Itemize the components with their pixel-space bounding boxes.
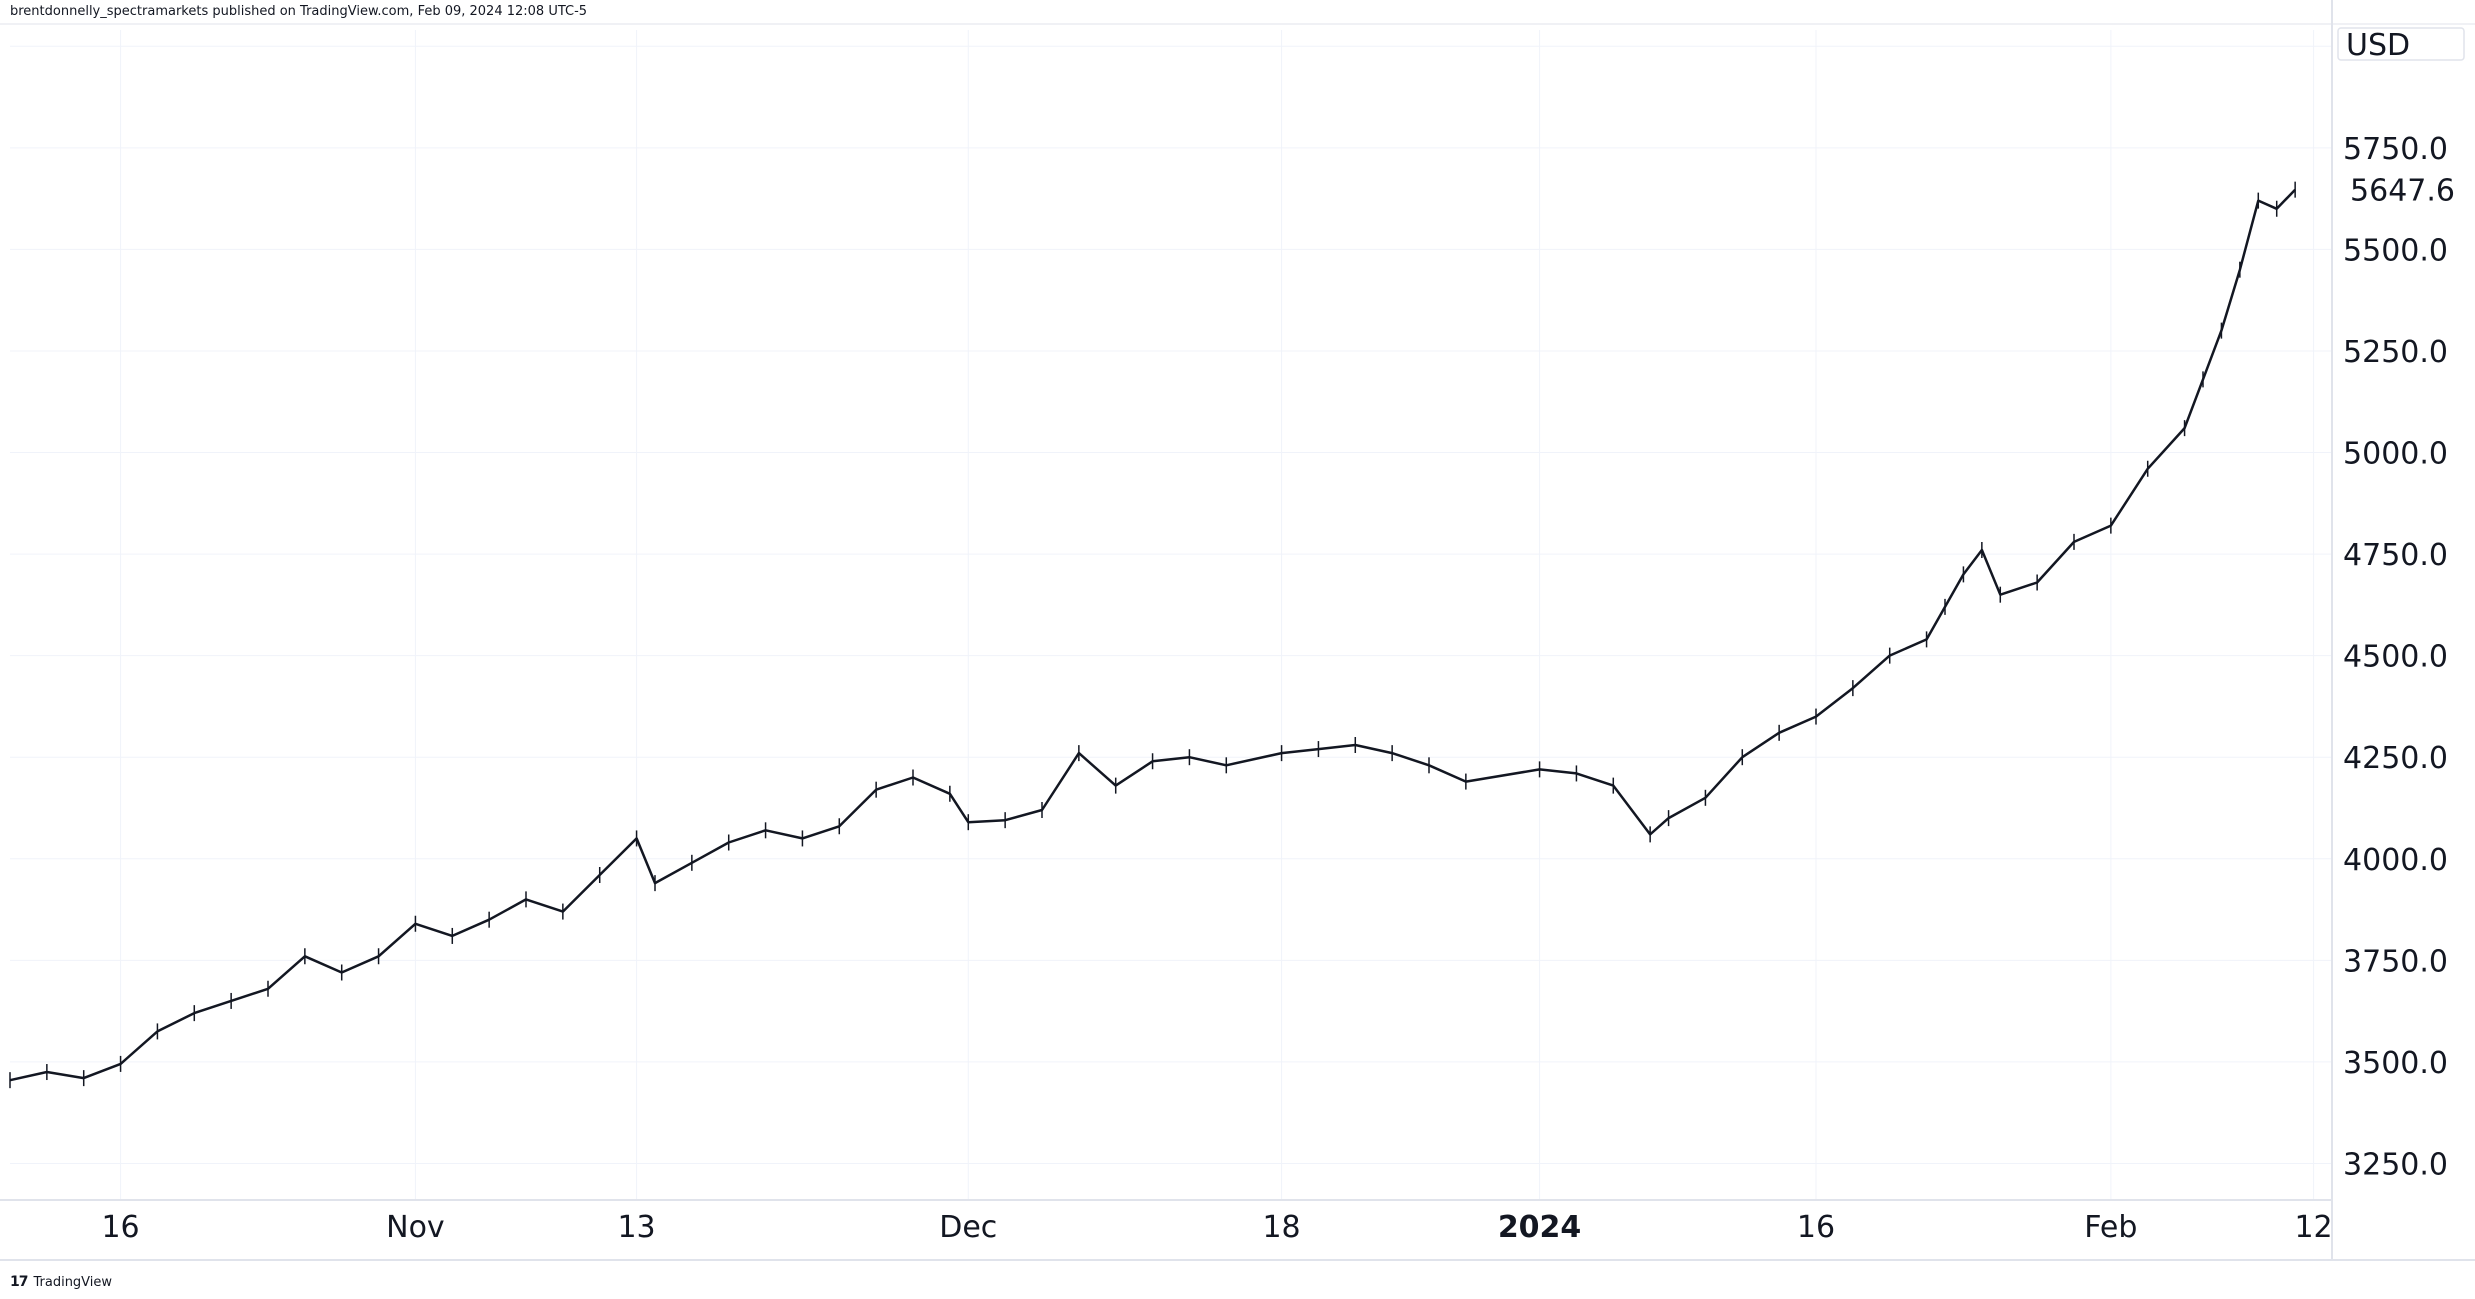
y-tick-label: 3750.0 bbox=[2343, 944, 2448, 979]
x-tick-label: 13 bbox=[617, 1210, 655, 1245]
footer: 17 TradingView bbox=[10, 1273, 112, 1291]
y-tick-label: 3250.0 bbox=[2343, 1147, 2448, 1182]
y-tick-label: 4750.0 bbox=[2343, 538, 2448, 573]
x-tick-label: 16 bbox=[1797, 1210, 1835, 1245]
x-tick-label: 12 bbox=[2294, 1210, 2332, 1245]
currency-label: USD bbox=[2346, 28, 2410, 63]
y-tick-label: 3500.0 bbox=[2343, 1046, 2448, 1081]
x-tick-label: 18 bbox=[1262, 1210, 1300, 1245]
x-tick-label: Feb bbox=[2084, 1210, 2137, 1245]
tradingview-logo-icon: 17 bbox=[10, 1274, 29, 1290]
price-axis: 3250.0 3500.0 3750.0 4000.0 4250.0 4500.0 4750… bbox=[2331, 0, 2455, 1260]
y-tick-label: 5750.0 bbox=[2343, 132, 2448, 167]
y-tick-label: 5250.0 bbox=[2343, 335, 2448, 370]
y-tick-label: 5500.0 bbox=[2343, 233, 2448, 268]
currency-box-frame[interactable] bbox=[2337, 27, 2465, 61]
x-tick-label: Nov bbox=[386, 1210, 445, 1245]
x-tick-label: Dec bbox=[939, 1210, 997, 1245]
x-tick-label: 16 bbox=[101, 1210, 139, 1245]
y-tick-label: 4500.0 bbox=[2343, 640, 2448, 675]
currency-label-box: USD bbox=[2337, 27, 2465, 63]
y-tick-label: 4000.0 bbox=[2343, 843, 2448, 878]
price-series bbox=[9, 181, 2297, 1089]
last-price-label: 5647.6 bbox=[2350, 173, 2455, 208]
x-tick-label: 2024 bbox=[1498, 1210, 1582, 1245]
price-line bbox=[9, 188, 2297, 1082]
tradingview-brand: TradingView bbox=[33, 1274, 113, 1290]
time-axis: 16 Nov 13 Dec 18 2024 16 Feb 12 bbox=[0, 23, 2475, 1261]
published-caption: brentdonnelly_spectramarkets published o… bbox=[10, 4, 588, 19]
grid-lines bbox=[10, 30, 2332, 1200]
y-tick-label: 4250.0 bbox=[2343, 741, 2448, 776]
y-tick-label: 5000.0 bbox=[2343, 437, 2448, 472]
